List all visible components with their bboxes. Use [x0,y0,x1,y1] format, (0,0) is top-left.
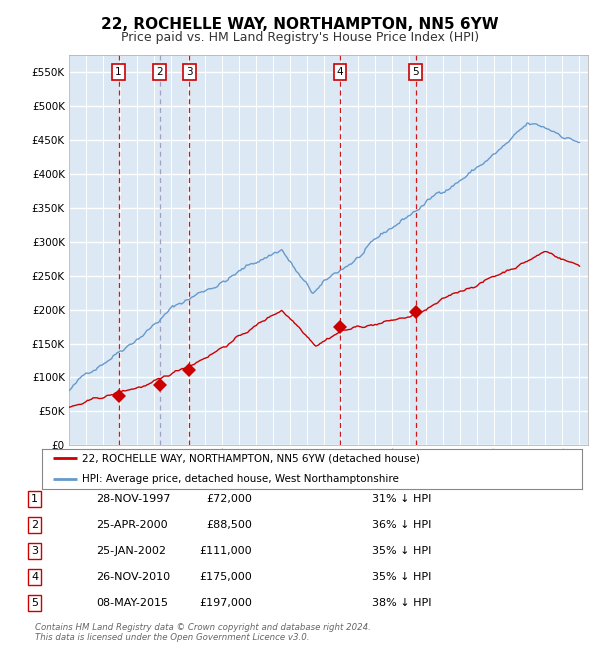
Text: 36% ↓ HPI: 36% ↓ HPI [372,520,431,530]
Text: 35% ↓ HPI: 35% ↓ HPI [372,546,431,556]
Text: £111,000: £111,000 [199,546,252,556]
Text: 26-NOV-2010: 26-NOV-2010 [96,572,170,582]
Text: 3: 3 [31,546,38,556]
Text: 35% ↓ HPI: 35% ↓ HPI [372,572,431,582]
Text: £88,500: £88,500 [206,520,252,530]
Text: 1: 1 [115,67,122,77]
Text: Contains HM Land Registry data © Crown copyright and database right 2024.
This d: Contains HM Land Registry data © Crown c… [35,623,371,642]
Text: 25-JAN-2002: 25-JAN-2002 [96,546,166,556]
Text: 2: 2 [31,520,38,530]
Text: £175,000: £175,000 [199,572,252,582]
Text: 5: 5 [412,67,419,77]
Text: 5: 5 [31,598,38,608]
Text: 25-APR-2000: 25-APR-2000 [96,520,167,530]
Text: 3: 3 [186,67,193,77]
Text: 4: 4 [31,572,38,582]
Text: 28-NOV-1997: 28-NOV-1997 [96,494,170,504]
Text: 22, ROCHELLE WAY, NORTHAMPTON, NN5 6YW (detached house): 22, ROCHELLE WAY, NORTHAMPTON, NN5 6YW (… [83,453,421,463]
Text: 08-MAY-2015: 08-MAY-2015 [96,598,168,608]
Text: 4: 4 [337,67,343,77]
Text: £197,000: £197,000 [199,598,252,608]
Text: 31% ↓ HPI: 31% ↓ HPI [372,494,431,504]
Text: 22, ROCHELLE WAY, NORTHAMPTON, NN5 6YW: 22, ROCHELLE WAY, NORTHAMPTON, NN5 6YW [101,17,499,32]
Text: 2: 2 [156,67,163,77]
Text: Price paid vs. HM Land Registry's House Price Index (HPI): Price paid vs. HM Land Registry's House … [121,31,479,44]
Text: £72,000: £72,000 [206,494,252,504]
Text: 38% ↓ HPI: 38% ↓ HPI [372,598,431,608]
Text: HPI: Average price, detached house, West Northamptonshire: HPI: Average price, detached house, West… [83,474,400,484]
Text: 1: 1 [31,494,38,504]
